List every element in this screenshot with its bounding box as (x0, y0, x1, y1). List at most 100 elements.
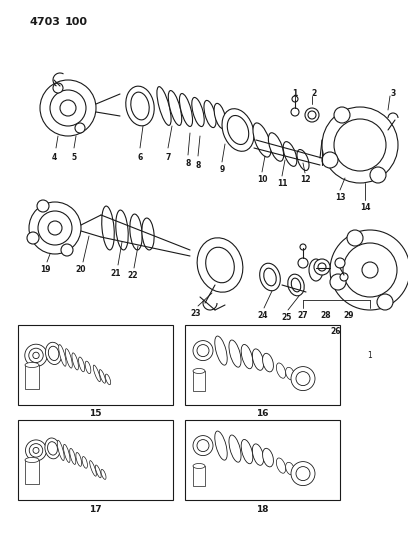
Ellipse shape (99, 369, 106, 383)
Circle shape (40, 80, 96, 136)
Text: 24: 24 (258, 311, 268, 320)
Circle shape (335, 258, 345, 268)
Ellipse shape (116, 210, 128, 250)
Ellipse shape (64, 445, 70, 463)
Text: 18: 18 (256, 505, 268, 513)
Ellipse shape (85, 361, 91, 374)
Ellipse shape (76, 453, 82, 466)
Ellipse shape (286, 462, 294, 475)
Text: 4: 4 (51, 152, 57, 161)
Circle shape (27, 232, 39, 244)
Circle shape (29, 348, 43, 362)
Text: 23: 23 (191, 310, 201, 319)
Ellipse shape (180, 93, 193, 126)
Circle shape (37, 200, 49, 212)
Ellipse shape (214, 103, 226, 128)
Text: 29: 29 (344, 311, 354, 320)
Text: 27: 27 (298, 311, 308, 320)
Ellipse shape (253, 444, 264, 465)
Ellipse shape (157, 87, 171, 125)
Ellipse shape (193, 368, 205, 374)
Ellipse shape (168, 91, 182, 125)
Ellipse shape (286, 367, 294, 380)
Ellipse shape (48, 442, 58, 455)
Ellipse shape (45, 342, 62, 365)
Ellipse shape (82, 457, 87, 468)
Bar (193, 466, 205, 486)
Ellipse shape (288, 274, 304, 296)
Ellipse shape (215, 336, 227, 365)
Ellipse shape (102, 206, 114, 250)
Circle shape (29, 202, 81, 254)
Ellipse shape (126, 86, 154, 126)
Circle shape (318, 263, 326, 271)
Text: 26: 26 (331, 327, 341, 336)
Circle shape (33, 352, 39, 359)
Ellipse shape (253, 123, 271, 157)
Text: 20: 20 (76, 265, 86, 274)
Ellipse shape (101, 470, 106, 479)
Circle shape (334, 107, 350, 123)
Text: 3: 3 (390, 88, 396, 98)
Circle shape (340, 273, 348, 281)
Text: 7: 7 (165, 152, 171, 161)
Ellipse shape (297, 150, 309, 171)
Ellipse shape (79, 357, 84, 372)
Ellipse shape (227, 116, 249, 144)
Text: 1: 1 (368, 351, 373, 359)
Circle shape (197, 345, 209, 357)
Text: 2: 2 (311, 88, 317, 98)
Ellipse shape (263, 448, 273, 467)
Text: 11: 11 (277, 180, 287, 189)
Text: 10: 10 (257, 175, 267, 184)
Ellipse shape (45, 438, 60, 459)
Ellipse shape (95, 465, 101, 478)
Ellipse shape (90, 461, 96, 476)
Ellipse shape (268, 133, 284, 161)
Text: 8: 8 (195, 160, 201, 169)
Circle shape (197, 440, 209, 451)
Ellipse shape (295, 372, 303, 382)
Bar (18, 420, 173, 500)
Text: 8: 8 (185, 158, 191, 167)
Text: 14: 14 (360, 204, 370, 213)
Circle shape (314, 259, 330, 275)
Circle shape (334, 119, 386, 171)
Ellipse shape (241, 439, 253, 464)
Bar (185, 420, 340, 500)
Circle shape (377, 294, 393, 310)
Ellipse shape (105, 374, 111, 385)
Circle shape (38, 211, 72, 245)
Bar (25, 365, 39, 389)
Circle shape (322, 152, 338, 168)
Circle shape (330, 274, 346, 290)
Ellipse shape (142, 218, 154, 250)
Ellipse shape (222, 109, 254, 151)
Ellipse shape (25, 362, 39, 367)
Ellipse shape (229, 435, 241, 462)
Circle shape (61, 244, 73, 256)
Text: 5: 5 (71, 152, 77, 161)
Circle shape (193, 435, 213, 456)
Bar (18, 325, 173, 405)
Text: 12: 12 (300, 175, 310, 184)
Circle shape (322, 107, 398, 183)
Circle shape (25, 440, 47, 461)
Ellipse shape (276, 363, 286, 378)
Bar (25, 460, 39, 484)
Ellipse shape (72, 353, 78, 370)
Ellipse shape (130, 214, 142, 250)
Ellipse shape (193, 464, 205, 469)
Circle shape (296, 372, 310, 385)
Circle shape (308, 111, 316, 119)
Circle shape (362, 262, 378, 278)
Ellipse shape (264, 268, 276, 286)
Circle shape (292, 96, 298, 102)
Ellipse shape (70, 448, 76, 464)
Ellipse shape (263, 353, 273, 372)
Ellipse shape (215, 431, 227, 460)
Ellipse shape (57, 440, 64, 461)
Circle shape (370, 167, 386, 183)
Circle shape (25, 344, 47, 367)
Ellipse shape (253, 349, 264, 370)
